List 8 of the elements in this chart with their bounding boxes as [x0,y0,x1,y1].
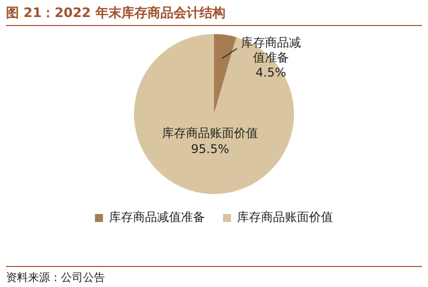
text: 资料来源：公司公告 [6,266,422,285]
data-label: 95.5% [190,142,230,156]
legend-label: 库存商品减值准备 [109,210,205,224]
slice-label: 库存商品减值准备 [240,36,301,65]
slice-label: 库存商品账面价值 [162,126,258,140]
data-label: 4.5% [256,66,286,80]
chart-title: 图 21：2022 年末库存商品会计结构 [6,4,422,26]
legend-label: 库存商品账面价值 [237,210,333,224]
